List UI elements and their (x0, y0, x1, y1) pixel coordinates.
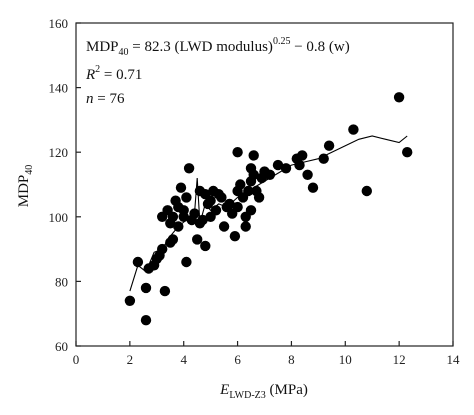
axis-tick-labels: 0 2 4 6 8 10 12 14 60 80 100 120 140 160 (49, 16, 461, 367)
data-point (178, 205, 189, 216)
data-point (148, 260, 160, 271)
y-tick-label: 100 (49, 210, 69, 225)
data-point (307, 182, 319, 193)
data-points (124, 92, 413, 326)
data-point (318, 153, 329, 164)
plot-frame (75, 22, 454, 347)
data-point (297, 150, 308, 161)
data-point (224, 198, 235, 210)
data-point (240, 221, 251, 232)
data-point (205, 195, 216, 206)
data-point (248, 150, 259, 161)
data-point (243, 185, 254, 197)
data-point (140, 282, 152, 294)
x-tick-label: 12 (393, 352, 406, 367)
x-tick-label: 6 (234, 352, 241, 367)
data-point (294, 159, 305, 171)
data-point (210, 205, 222, 216)
y-tick-label: 140 (49, 81, 69, 96)
data-point (181, 256, 192, 268)
data-point (264, 169, 276, 180)
data-point (229, 231, 241, 242)
data-point (167, 234, 179, 245)
data-point (140, 315, 152, 326)
data-point (132, 256, 144, 268)
data-point (157, 243, 168, 255)
data-point (124, 295, 136, 306)
x-tick-label: 10 (339, 352, 352, 367)
x-tick-label: 2 (127, 352, 134, 367)
equation-annotation: MDP40 = 82.3 (LWD modulus)0.25 − 0.8 (w) (86, 36, 350, 58)
data-point (302, 169, 313, 180)
data-point (200, 240, 211, 252)
x-tick-label: 14 (447, 352, 461, 367)
y-tick-label: 80 (55, 274, 68, 289)
data-point (181, 192, 192, 203)
data-point (192, 234, 203, 245)
data-point (197, 214, 208, 226)
data-point (393, 92, 405, 103)
data-point (253, 192, 265, 203)
data-point (173, 221, 184, 232)
x-tick-label: 4 (180, 352, 187, 367)
y-tick-label: 160 (49, 16, 69, 31)
data-point (186, 214, 197, 226)
r-squared-annotation: R2 = 0.71 (85, 64, 142, 83)
y-axis-title: MDP40 (16, 165, 35, 208)
data-point (235, 179, 246, 190)
data-point (361, 185, 372, 197)
y-tick-label: 120 (49, 145, 69, 160)
y-tick-label: 60 (55, 339, 68, 354)
data-point (272, 159, 284, 171)
x-tick-label: 0 (73, 352, 80, 367)
n-annotation: n = 76 (86, 91, 125, 107)
data-point (402, 147, 413, 158)
data-point (227, 208, 238, 219)
data-point (216, 192, 227, 203)
data-point (248, 169, 259, 180)
data-point (348, 124, 359, 135)
data-point (218, 221, 230, 232)
data-point (245, 205, 257, 216)
data-point (280, 163, 292, 174)
data-point (159, 285, 171, 297)
data-point (183, 163, 195, 174)
x-tick-label: 8 (288, 352, 295, 367)
data-point (323, 140, 335, 151)
data-point (256, 172, 267, 184)
data-point (175, 182, 187, 193)
x-axis-title: ELWD-Z3 (MPa) (219, 382, 308, 401)
data-point (232, 147, 243, 158)
axis-ticks (75, 22, 454, 347)
data-point (167, 211, 179, 222)
